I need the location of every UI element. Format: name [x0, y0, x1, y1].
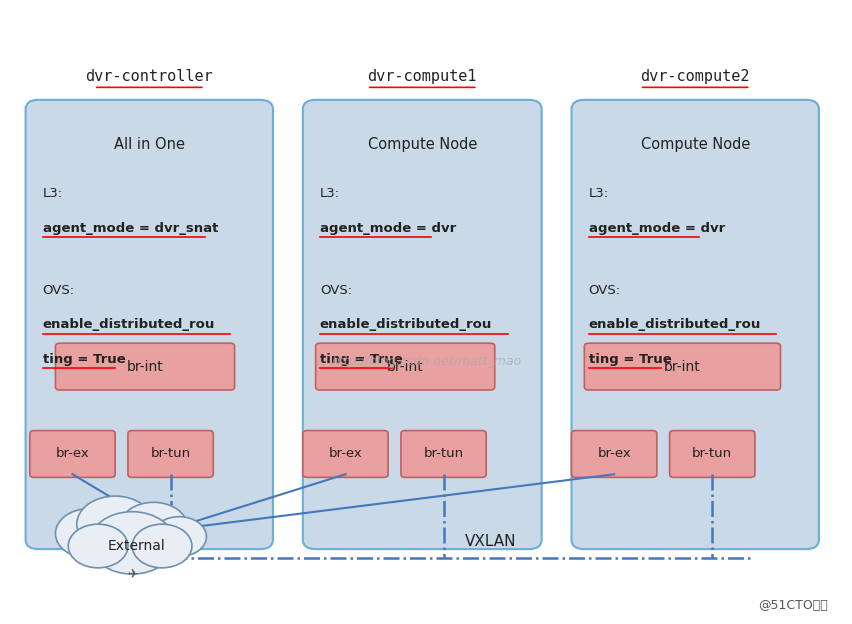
FancyBboxPatch shape [669, 431, 754, 477]
Text: br-ex: br-ex [55, 447, 89, 461]
Text: OVS:: OVS: [43, 284, 75, 297]
Text: dvr-compute2: dvr-compute2 [640, 69, 749, 84]
Text: L3:: L3: [43, 187, 63, 200]
Text: dvr-controller: dvr-controller [85, 69, 213, 84]
FancyBboxPatch shape [315, 343, 494, 390]
Text: agent_mode = dvr: agent_mode = dvr [588, 222, 724, 235]
Text: All in One: All in One [113, 137, 185, 152]
Text: L3:: L3: [588, 187, 608, 200]
Text: ting = True: ting = True [43, 353, 125, 366]
Text: br-tun: br-tun [150, 447, 191, 461]
Text: dvr-compute1: dvr-compute1 [367, 69, 476, 84]
Text: External: External [107, 539, 165, 553]
Circle shape [68, 524, 128, 568]
FancyBboxPatch shape [400, 431, 486, 477]
Text: OVS:: OVS: [588, 284, 620, 297]
Text: ✈: ✈ [127, 568, 137, 581]
Text: enable_distributed_rou: enable_distributed_rou [320, 318, 492, 331]
Text: br-tun: br-tun [423, 447, 463, 461]
Circle shape [89, 512, 175, 574]
Text: enable_distributed_rou: enable_distributed_rou [43, 318, 215, 331]
FancyBboxPatch shape [302, 100, 541, 549]
Text: br-int: br-int [126, 359, 164, 374]
Text: enable_distributed_rou: enable_distributed_rou [588, 318, 760, 331]
Text: @51CTO博客: @51CTO博客 [757, 598, 826, 612]
FancyBboxPatch shape [128, 431, 213, 477]
FancyBboxPatch shape [30, 431, 115, 477]
Text: br-ex: br-ex [328, 447, 362, 461]
Text: http://blog.csdn.net/matt_mao: http://blog.csdn.net/matt_mao [331, 356, 521, 368]
Text: ting = True: ting = True [320, 353, 402, 366]
FancyBboxPatch shape [26, 100, 273, 549]
FancyBboxPatch shape [302, 431, 388, 477]
Text: Compute Node: Compute Node [367, 137, 476, 152]
Text: br-int: br-int [386, 359, 423, 374]
Circle shape [77, 496, 153, 552]
Text: agent_mode = dvr: agent_mode = dvr [320, 222, 456, 235]
Text: ting = True: ting = True [588, 353, 671, 366]
Text: br-int: br-int [663, 359, 700, 374]
FancyBboxPatch shape [55, 343, 234, 390]
Text: Compute Node: Compute Node [640, 137, 749, 152]
Text: VXLAN: VXLAN [464, 534, 515, 549]
FancyBboxPatch shape [571, 100, 818, 549]
Circle shape [152, 517, 206, 557]
Text: OVS:: OVS: [320, 284, 352, 297]
Text: br-ex: br-ex [596, 447, 630, 461]
FancyBboxPatch shape [571, 431, 656, 477]
FancyBboxPatch shape [584, 343, 780, 390]
Text: L3:: L3: [320, 187, 340, 200]
Text: agent_mode = dvr_snat: agent_mode = dvr_snat [43, 222, 218, 235]
Circle shape [119, 502, 187, 552]
Circle shape [55, 509, 124, 558]
Circle shape [132, 524, 192, 568]
Text: br-tun: br-tun [691, 447, 732, 461]
